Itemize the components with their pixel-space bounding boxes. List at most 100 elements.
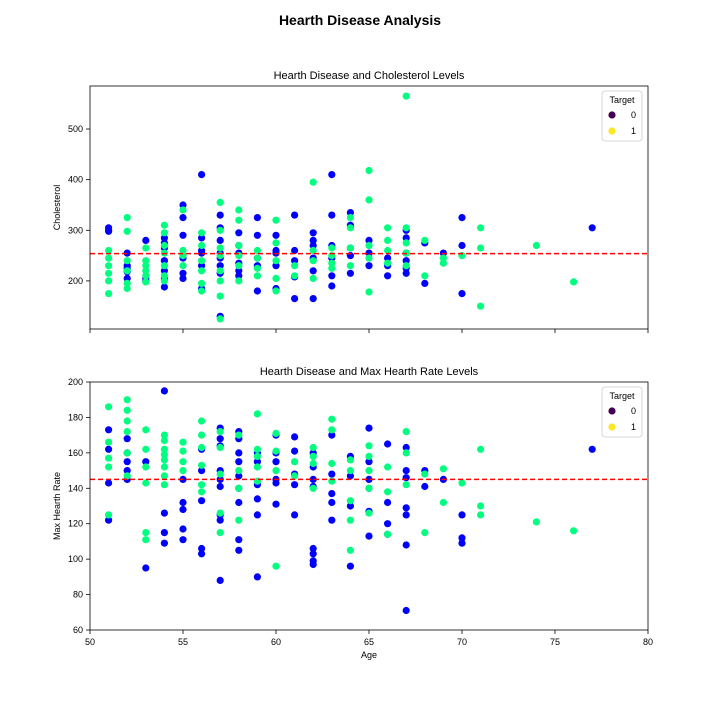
scatter-point-target-1 (179, 447, 187, 455)
scatter-point-target-1 (179, 262, 187, 270)
scatter-point-target-0 (458, 539, 466, 547)
scatter-point-target-1 (160, 262, 168, 270)
scatter-point-target-0 (402, 443, 410, 452)
scatter-point-target-1 (142, 445, 150, 453)
scatter-point-target-0 (365, 262, 373, 270)
scatter-point-target-1 (402, 92, 410, 100)
scatter-point-target-0 (402, 257, 410, 265)
scatter-point-target-0 (365, 475, 373, 483)
scatter-point-target-1 (142, 262, 150, 270)
scatter-point-target-1 (384, 236, 392, 244)
scatter-point-target-0 (588, 224, 596, 232)
y-tick-label: 200 (68, 377, 83, 387)
scatter-point-target-1 (198, 488, 206, 496)
x-tick-label: 80 (643, 637, 653, 647)
scatter-point-target-1 (105, 511, 113, 519)
scatter-point-target-0 (216, 482, 224, 491)
scatter-point-target-0 (235, 546, 243, 554)
scatter-point-target-1 (328, 459, 336, 468)
scatter-point-target-0 (105, 445, 113, 453)
legend-title: Target (609, 391, 635, 401)
legend-label-target-0: 0 (631, 110, 636, 120)
scatter-point-target-1 (235, 484, 243, 492)
legend-marker-target-1 (608, 423, 616, 431)
scatter-point-target-0 (365, 424, 373, 432)
scatter-point-target-0 (123, 458, 131, 466)
legend-label-target-1: 1 (631, 126, 636, 136)
legend: Target 0 1 (601, 386, 643, 438)
scatter-point-target-0 (328, 171, 336, 179)
scatter-point-target-1 (328, 264, 336, 272)
max-heart-rate-chart: Hearth Disease and Max Hearth Rate Level… (52, 366, 653, 660)
scatter-point-target-1 (402, 224, 410, 232)
scatter-point-target-1 (365, 442, 373, 450)
x-axis-label: Age (361, 650, 377, 660)
scatter-point-target-1 (346, 546, 354, 554)
scatter-point-target-0 (216, 236, 224, 244)
scatter-point-target-1 (346, 244, 354, 252)
chart-title: Hearth Disease and Max Hearth Rate Level… (260, 366, 479, 378)
scatter-point-target-0 (291, 447, 299, 455)
scatter-point-target-0 (328, 272, 336, 280)
scatter-point-target-1 (439, 259, 447, 267)
legend-marker-target-0 (608, 111, 616, 119)
scatter-point-target-1 (477, 502, 485, 510)
scatter-point-target-1 (365, 241, 373, 250)
scatter-point-target-0 (291, 511, 299, 519)
scatter-point-target-1 (160, 451, 168, 459)
scatter-point-target-1 (142, 463, 150, 471)
scatter-point-target-1 (179, 438, 187, 446)
scatter-point-target-1 (160, 272, 168, 280)
scatter-point-target-1 (365, 452, 373, 460)
scatter-point-target-1 (160, 241, 168, 250)
scatter-point-target-1 (384, 488, 392, 496)
scatter-point-target-1 (142, 244, 150, 252)
scatter-point-target-1 (253, 452, 261, 460)
scatter-point-target-1 (235, 262, 243, 270)
scatter-point-target-1 (105, 454, 113, 462)
scatter-point-target-0 (216, 262, 224, 270)
scatter-point-target-1 (346, 497, 354, 505)
scatter-point-target-0 (291, 246, 299, 255)
scatter-point-target-1 (384, 224, 392, 232)
scatter-point-target-1 (216, 292, 224, 300)
scatter-point-target-0 (123, 467, 131, 475)
scatter-point-target-1 (309, 443, 317, 452)
scatter-point-target-0 (253, 287, 261, 295)
scatter-point-target-1 (235, 241, 243, 250)
y-tick-label: 160 (68, 448, 83, 458)
scatter-point-target-1 (365, 166, 373, 175)
scatter-point-target-1 (439, 254, 447, 262)
scatter-point-target-0 (160, 257, 168, 265)
scatter-point-target-1 (179, 206, 187, 214)
scatter-point-target-0 (384, 520, 392, 528)
y-tick-label: 140 (68, 483, 83, 493)
scatter-point-target-0 (346, 562, 354, 570)
scatter-point-target-1 (160, 481, 168, 489)
scatter-point-target-1 (142, 536, 150, 544)
y-tick-label: 400 (68, 175, 83, 185)
scatter-point-target-1 (235, 216, 243, 224)
scatter-point-target-1 (105, 290, 113, 298)
scatter-point-target-1 (198, 241, 206, 250)
scatter-point-target-0 (272, 458, 280, 466)
scatter-point-target-1 (365, 509, 373, 517)
scatter-point-target-1 (421, 236, 429, 244)
scatter-point-target-0 (198, 550, 206, 558)
scatter-point-target-1 (105, 403, 113, 411)
y-tick-label: 200 (68, 276, 83, 286)
scatter-point-target-1 (142, 529, 150, 537)
scatter-point-target-0 (458, 534, 466, 542)
scatter-point-target-1 (216, 315, 224, 323)
scatter-point-target-0 (253, 231, 261, 239)
scatter-point-target-1 (216, 428, 224, 436)
points-layer (105, 92, 596, 323)
scatter-point-target-0 (142, 564, 150, 572)
scatter-point-target-0 (384, 272, 392, 280)
scatter-point-target-0 (235, 272, 243, 280)
scatter-point-target-0 (198, 497, 206, 505)
y-axis-label: Max Hearth Rate (52, 472, 62, 540)
scatter-point-target-0 (328, 516, 336, 524)
scatter-point-target-1 (384, 463, 392, 471)
scatter-point-target-0 (198, 544, 206, 553)
